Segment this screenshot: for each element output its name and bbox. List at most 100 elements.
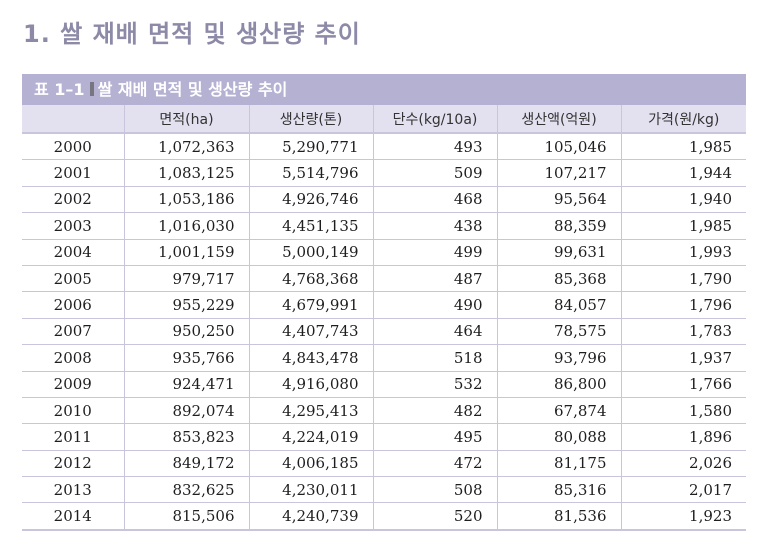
table-row: 2002 1,053,186 4,926,746 468 95,564 1,940 — [22, 186, 746, 214]
cell-value: 81,536 — [496, 502, 621, 531]
cell-year: 2013 — [22, 476, 124, 504]
cell-production: 4,295,413 — [248, 397, 373, 425]
cell-yield: 482 — [372, 397, 497, 425]
cell-production: 4,006,185 — [248, 450, 373, 478]
cell-area: 1,053,186 — [123, 186, 249, 214]
cell-year: 2002 — [22, 186, 124, 214]
cell-value: 85,316 — [496, 476, 621, 504]
cell-value: 99,631 — [496, 239, 621, 266]
cell-year: 2007 — [22, 318, 124, 346]
cell-value: 84,057 — [496, 291, 621, 319]
cell-area: 955,229 — [123, 291, 249, 319]
cell-area: 1,001,159 — [123, 239, 249, 266]
header-row: 면적(ha) 생산량(톤) 단수(kg/10a) 생산액(억원) 가격(원/kg… — [22, 105, 746, 134]
table-row: 2011 853,823 4,224,019 495 80,088 1,896 — [22, 423, 746, 451]
cell-value: 93,796 — [496, 344, 621, 372]
rice-production-table-container: 표 1–1 쌀 재배 면적 및 생산량 추이 면적(ha) 생산량(톤) 단수(k… — [22, 74, 746, 531]
cell-yield: 532 — [372, 371, 497, 398]
table-row: 2014 815,506 4,240,739 520 81,536 1,923 — [22, 502, 746, 531]
cell-price: 1,940 — [620, 186, 746, 214]
table-row: 2004 1,001,159 5,000,149 499 99,631 1,993 — [22, 239, 746, 266]
cell-yield: 493 — [372, 133, 497, 161]
cell-area: 950,250 — [123, 318, 249, 346]
cell-production: 5,000,149 — [248, 239, 373, 266]
cell-yield: 509 — [372, 159, 497, 187]
cell-production: 5,514,796 — [248, 159, 373, 187]
cell-price: 1,783 — [620, 318, 746, 346]
cell-production: 4,768,368 — [248, 265, 373, 293]
cell-year: 2004 — [22, 239, 124, 266]
cell-area: 924,471 — [123, 371, 249, 398]
cell-year: 2014 — [22, 502, 124, 531]
cell-year: 2011 — [22, 423, 124, 451]
cell-yield: 495 — [372, 423, 497, 451]
cell-price: 1,993 — [620, 239, 746, 266]
table-row: 2005 979,717 4,768,368 487 85,368 1,790 — [22, 265, 746, 293]
table-row: 2013 832,625 4,230,011 508 85,316 2,017 — [22, 476, 746, 504]
cell-price: 1,944 — [620, 159, 746, 187]
column-header-yield: 단수(kg/10a) — [372, 105, 497, 134]
cell-production: 4,843,478 — [248, 344, 373, 372]
cell-value: 107,217 — [496, 159, 621, 187]
table-row: 2003 1,016,030 4,451,135 438 88,359 1,985 — [22, 212, 746, 240]
cell-price: 1,985 — [620, 212, 746, 240]
cell-production: 5,290,771 — [248, 133, 373, 161]
cell-area: 815,506 — [123, 502, 249, 531]
cell-yield: 499 — [372, 239, 497, 266]
cell-year: 2000 — [22, 133, 124, 161]
table-row: 2012 849,172 4,006,185 472 81,175 2,026 — [22, 450, 746, 478]
cell-area: 979,717 — [123, 265, 249, 293]
cell-year: 2009 — [22, 371, 124, 398]
column-header-price: 가격(원/kg) — [620, 105, 746, 134]
cell-value: 80,088 — [496, 423, 621, 451]
column-header-value: 생산액(억원) — [496, 105, 621, 134]
table-header: 면적(ha) 생산량(톤) 단수(kg/10a) 생산액(억원) 가격(원/kg… — [22, 105, 746, 134]
cell-year: 2010 — [22, 397, 124, 425]
cell-area: 1,083,125 — [123, 159, 249, 187]
caption-separator-bar-icon — [89, 82, 94, 96]
cell-price: 1,766 — [620, 371, 746, 398]
table-title: 쌀 재배 면적 및 생산량 추이 — [97, 80, 288, 99]
cell-price: 1,896 — [620, 423, 746, 451]
table-row: 2000 1,072,363 5,290,771 493 105,046 1,985 — [22, 133, 746, 161]
cell-price: 1,985 — [620, 133, 746, 161]
cell-yield: 508 — [372, 476, 497, 504]
cell-area: 1,016,030 — [123, 212, 249, 240]
cell-production: 4,679,991 — [248, 291, 373, 319]
cell-value: 85,368 — [496, 265, 621, 293]
table-caption: 표 1–1 쌀 재배 면적 및 생산량 추이 — [22, 74, 746, 105]
cell-value: 67,874 — [496, 397, 621, 425]
cell-year: 2005 — [22, 265, 124, 293]
column-header-production: 생산량(톤) — [248, 105, 373, 134]
cell-area: 853,823 — [123, 423, 249, 451]
table-row: 2001 1,083,125 5,514,796 509 107,217 1,944 — [22, 159, 746, 187]
cell-year: 2006 — [22, 291, 124, 319]
rice-production-table: 면적(ha) 생산량(톤) 단수(kg/10a) 생산액(억원) 가격(원/kg… — [22, 105, 746, 531]
cell-production: 4,230,011 — [248, 476, 373, 504]
cell-price: 1,937 — [620, 344, 746, 372]
cell-yield: 438 — [372, 212, 497, 240]
cell-production: 4,224,019 — [248, 423, 373, 451]
cell-production: 4,916,080 — [248, 371, 373, 398]
cell-yield: 472 — [372, 450, 497, 478]
table-row: 2010 892,074 4,295,413 482 67,874 1,580 — [22, 397, 746, 425]
cell-yield: 464 — [372, 318, 497, 346]
cell-value: 105,046 — [496, 133, 621, 161]
cell-production: 4,926,746 — [248, 186, 373, 214]
cell-value: 86,800 — [496, 371, 621, 398]
cell-production: 4,407,743 — [248, 318, 373, 346]
cell-price: 2,026 — [620, 450, 746, 478]
cell-yield: 490 — [372, 291, 497, 319]
table-body: 2000 1,072,363 5,290,771 493 105,046 1,985 200… — [22, 133, 746, 531]
table-label: 표 1–1 — [34, 80, 85, 99]
cell-production: 4,451,135 — [248, 212, 373, 240]
column-header-area: 면적(ha) — [123, 105, 249, 134]
table-row: 2009 924,471 4,916,080 532 86,800 1,766 — [22, 371, 746, 398]
cell-price: 1,923 — [620, 502, 746, 531]
cell-value: 88,359 — [496, 212, 621, 240]
cell-area: 892,074 — [123, 397, 249, 425]
cell-yield: 520 — [372, 502, 497, 531]
cell-year: 2012 — [22, 450, 124, 478]
section-heading: 1. 쌀 재배 면적 및 생산량 추이 — [23, 20, 361, 48]
cell-price: 1,790 — [620, 265, 746, 293]
